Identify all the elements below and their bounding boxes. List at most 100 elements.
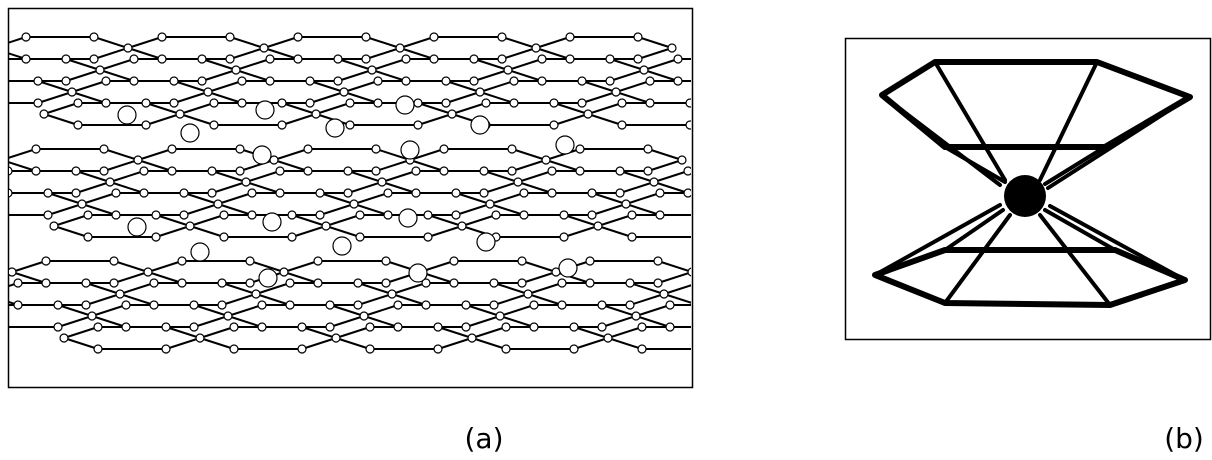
bond — [283, 271, 319, 284]
bond — [724, 114, 758, 125]
carbon-atom — [229, 322, 239, 332]
bond — [501, 47, 537, 60]
bond — [301, 326, 337, 339]
carbon-atom — [175, 109, 185, 119]
bond — [417, 113, 453, 126]
bond — [263, 47, 299, 60]
carbon-atom — [491, 210, 501, 220]
bond — [756, 182, 790, 193]
bond — [245, 181, 281, 194]
bond — [201, 58, 237, 71]
bond — [47, 192, 83, 205]
bond — [437, 326, 473, 339]
carbon-atom — [519, 210, 529, 220]
carbon-atom — [547, 188, 557, 198]
bond — [53, 214, 89, 227]
carbon-atom — [143, 267, 153, 277]
bond — [337, 69, 373, 82]
carbon-atom — [774, 345, 782, 353]
bond — [615, 80, 651, 93]
carbon-atom — [597, 300, 607, 310]
bond — [229, 47, 265, 60]
carbon-atom — [21, 54, 31, 64]
carbon-atom — [237, 76, 247, 86]
bond — [689, 102, 691, 105]
bond — [71, 91, 107, 104]
carbon-atom — [585, 256, 595, 266]
intercalant-atom — [470, 115, 490, 135]
carbon-atom — [659, 289, 669, 299]
carbon-atom — [83, 210, 93, 220]
carbon-atom — [617, 98, 627, 108]
carbon-atom — [373, 98, 383, 108]
bond — [103, 159, 139, 172]
carbon-atom — [345, 98, 355, 108]
bond — [465, 304, 501, 317]
carbon-atom — [41, 256, 51, 266]
carbon-atom — [645, 98, 655, 108]
bond — [437, 337, 473, 350]
bond — [249, 260, 285, 273]
bond — [766, 283, 800, 294]
carbon-atom — [109, 278, 119, 288]
bond — [728, 204, 762, 215]
bond — [663, 284, 691, 295]
carbon-atom — [469, 54, 479, 64]
bond — [365, 36, 401, 49]
bond — [535, 47, 571, 60]
carbon-atom — [625, 300, 635, 310]
carbon-atom — [115, 289, 125, 299]
bond — [11, 271, 47, 284]
carbon-atom — [315, 188, 325, 198]
carbon-atom — [81, 278, 91, 288]
carbon-atom — [605, 54, 615, 64]
bond — [211, 181, 247, 194]
carbon-atom — [325, 300, 335, 310]
carbon-atom — [343, 166, 353, 176]
carbon-atom — [517, 278, 527, 288]
carbon-atom — [643, 144, 653, 154]
bond — [591, 192, 627, 205]
bond — [335, 337, 371, 350]
carbon-atom — [513, 177, 523, 187]
carbon-atom — [61, 54, 71, 64]
bond — [587, 102, 623, 115]
bond — [718, 81, 752, 92]
carbon-atom — [353, 278, 363, 288]
bond — [53, 225, 89, 238]
intercalant-atom — [127, 217, 147, 237]
bond — [483, 181, 519, 194]
bond — [710, 327, 744, 338]
carbon-atom — [111, 210, 121, 220]
carbon-atom — [177, 278, 187, 288]
intercalant-atom — [476, 232, 496, 252]
carbon-atom — [355, 210, 365, 220]
bond — [391, 293, 427, 306]
bond — [601, 304, 637, 317]
bond — [517, 181, 553, 194]
carbon-atom — [627, 232, 637, 242]
bond — [545, 148, 581, 161]
bond — [0, 160, 2, 171]
carbon-atom — [557, 300, 567, 310]
carbon-atom — [195, 333, 205, 343]
carbon-atom — [413, 98, 423, 108]
bond — [309, 91, 345, 104]
carbon-atom — [706, 345, 714, 353]
carbon-atom — [683, 188, 691, 198]
carbon-atom — [109, 256, 119, 266]
carbon-atom — [742, 55, 750, 63]
carbon-atom — [13, 300, 23, 310]
bond — [9, 282, 19, 287]
carbon-atom — [43, 188, 53, 198]
carbon-atom — [285, 300, 295, 310]
carbon-atom — [655, 210, 665, 220]
bond — [718, 92, 752, 103]
carbon-atom — [83, 232, 93, 242]
carbon-atom — [457, 221, 467, 231]
carbon-atom — [365, 344, 375, 354]
bond — [371, 69, 407, 82]
bond — [165, 337, 201, 350]
carbon-atom — [225, 32, 235, 42]
